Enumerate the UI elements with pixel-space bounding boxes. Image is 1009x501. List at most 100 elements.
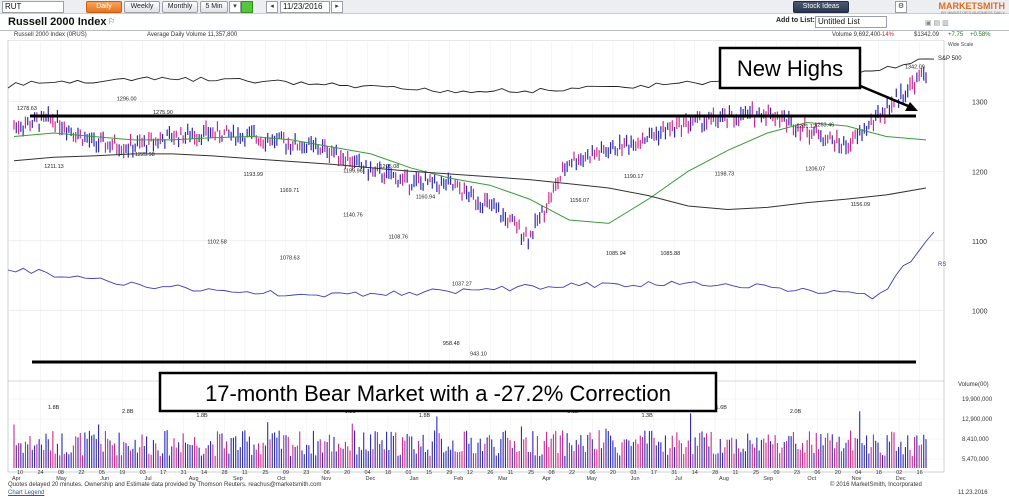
chevron-down-icon[interactable]: ▾ [229, 1, 241, 13]
list-select[interactable]: Untitled List [815, 16, 887, 28]
x-day-label: 02 [896, 470, 902, 476]
x-month-label: Jul [145, 476, 152, 481]
logo-tagline: BY INVESTOR'S BUSINESS DAILY [941, 10, 1005, 15]
x-day-label: 14 [201, 470, 207, 476]
chart-legend-link[interactable]: Chart Legend [8, 490, 45, 496]
x-month-label: Nov [852, 476, 862, 481]
volume-change: -14% [880, 32, 895, 38]
weekly-button[interactable]: Weekly [124, 1, 160, 13]
price-annotation: 1160.94 [416, 194, 435, 200]
x-day-label: 25 [262, 470, 268, 476]
x-day-label: 20 [610, 470, 616, 476]
x-day-label: 16 [917, 470, 923, 476]
price-annotation: 1275.90 [153, 110, 173, 116]
flag-icon[interactable]: ⚐ [108, 17, 116, 26]
x-month-label: May [56, 476, 67, 481]
go-icon[interactable] [241, 1, 253, 13]
x-month-label: Oct [807, 476, 816, 481]
x-month-label: Jun [100, 476, 109, 481]
price-annotation: 1205.08 [379, 164, 399, 170]
rs-line [7, 231, 935, 300]
price-annotation: 1342.09 [905, 64, 925, 70]
price-annotation: 1206.07 [805, 167, 825, 173]
x-day-label: 18 [385, 470, 391, 476]
volume-label: Volume 9,692,400 [832, 32, 881, 38]
rs-label: RS [938, 262, 946, 268]
x-day-label: 09 [283, 470, 289, 476]
volume-tick-label: 12,900,000 [962, 417, 993, 423]
x-day-label: 19 [119, 470, 125, 476]
x-day-label: 06 [589, 470, 595, 476]
date-input[interactable]: 11/23/2016 [280, 1, 330, 13]
price-annotation: 958.48 [443, 341, 460, 347]
symbol-input[interactable]: RUT [2, 1, 64, 13]
x-day-label: 06 [814, 470, 820, 476]
x-day-label: 31 [181, 470, 187, 476]
x-day-label: 24 [37, 470, 43, 476]
x-day-label: 18 [876, 470, 882, 476]
x-month-label: Jun [631, 476, 640, 481]
price-annotation: 1193.99 [244, 172, 263, 178]
footer-disclaimer: Quotes delayed 20 minutes. Ownership and… [8, 482, 322, 488]
price-annotation: 1102.58 [207, 240, 226, 246]
prev-date-icon[interactable]: ◂ [266, 1, 278, 13]
price-annotation: 1085.94 [606, 251, 626, 257]
daily-button[interactable]: Daily [86, 1, 122, 13]
interval-select[interactable]: 5 Min [200, 1, 228, 13]
volume-annotation: 2.0B [790, 409, 802, 415]
volume-tick-label: 19,900,000 [962, 397, 993, 403]
price-annotation: 1199.96 [343, 169, 362, 175]
gear-icon[interactable]: ⚙ [895, 1, 907, 13]
x-day-label: 06 [324, 470, 330, 476]
symbol-label: Russell 2000 Index (0RUS) [14, 32, 87, 38]
volume-tick-label: 5,470,000 [962, 457, 989, 463]
x-day-label: 22 [78, 470, 84, 476]
x-day-label: 04 [365, 470, 371, 476]
x-day-label: 11 [508, 470, 514, 476]
add-to-list-label: Add to List: [776, 17, 815, 24]
price-annotation: 1140.76 [343, 212, 362, 218]
x-day-label: 01 [405, 470, 411, 476]
sp500-label: S&P 500 [938, 56, 962, 62]
x-day-label: 08 [549, 470, 555, 476]
stock-ideas-button[interactable]: Stock Ideas [793, 1, 849, 13]
x-day-label: 20 [344, 470, 350, 476]
footer-date: 11.23.2016 [958, 490, 988, 496]
volume-bars [13, 411, 927, 468]
chart-info-bar: Russell 2000 Index (0RUS) Average Daily … [0, 31, 1009, 39]
volume-annotation: 1.3B [641, 413, 653, 419]
monthly-button[interactable]: Monthly [162, 1, 198, 13]
x-day-label: 28 [712, 470, 718, 476]
price-annotation: 1211.13 [44, 164, 63, 170]
x-day-label: 11 [733, 470, 739, 476]
x-day-label: 03 [630, 470, 636, 476]
series-line-50-day-ma [13, 121, 927, 224]
x-month-label: May [586, 476, 597, 481]
avg-volume-label: Average Daily Volume 11,357,800 [147, 32, 238, 38]
price-change: +7.75 [948, 32, 964, 38]
x-day-label: 23 [794, 470, 800, 476]
toolbar-icons[interactable]: ▣ ▤ ▥ [925, 20, 949, 27]
y-tick-label: 1200 [972, 169, 988, 176]
price-annotation: 1078.63 [280, 256, 300, 262]
x-month-label: Feb [454, 476, 463, 481]
x-day-label: 08 [58, 470, 64, 476]
x-month-label: Oct [277, 476, 286, 481]
toolbar: RUT Daily Weekly Monthly 5 Min ▾ ◂ 11/23… [0, 0, 1009, 14]
bear-market-text: 17-month Bear Market with a -27.2% Corre… [205, 381, 671, 406]
price-annotation: 1108.76 [389, 235, 408, 241]
price-change-pct: +0.58% [970, 32, 991, 38]
x-day-label: 28 [221, 470, 227, 476]
footer: Quotes delayed 20 minutes. Ownership and… [0, 481, 1009, 501]
price-annotation: 1263.46 [814, 123, 834, 129]
price-annotation: 1037.27 [452, 281, 472, 287]
x-month-label: Mar [498, 476, 508, 481]
next-date-icon[interactable]: ▸ [331, 1, 343, 13]
x-day-label: 20 [835, 470, 841, 476]
volume-axis-label: Volume(00) [958, 382, 989, 388]
x-day-label: 09 [773, 470, 779, 476]
new-highs-text: New Highs [737, 56, 843, 81]
volume-annotation: 1.8B [196, 413, 208, 419]
bear-market-box [158, 371, 718, 413]
wide-scale-label: Wide Scale [948, 42, 974, 48]
